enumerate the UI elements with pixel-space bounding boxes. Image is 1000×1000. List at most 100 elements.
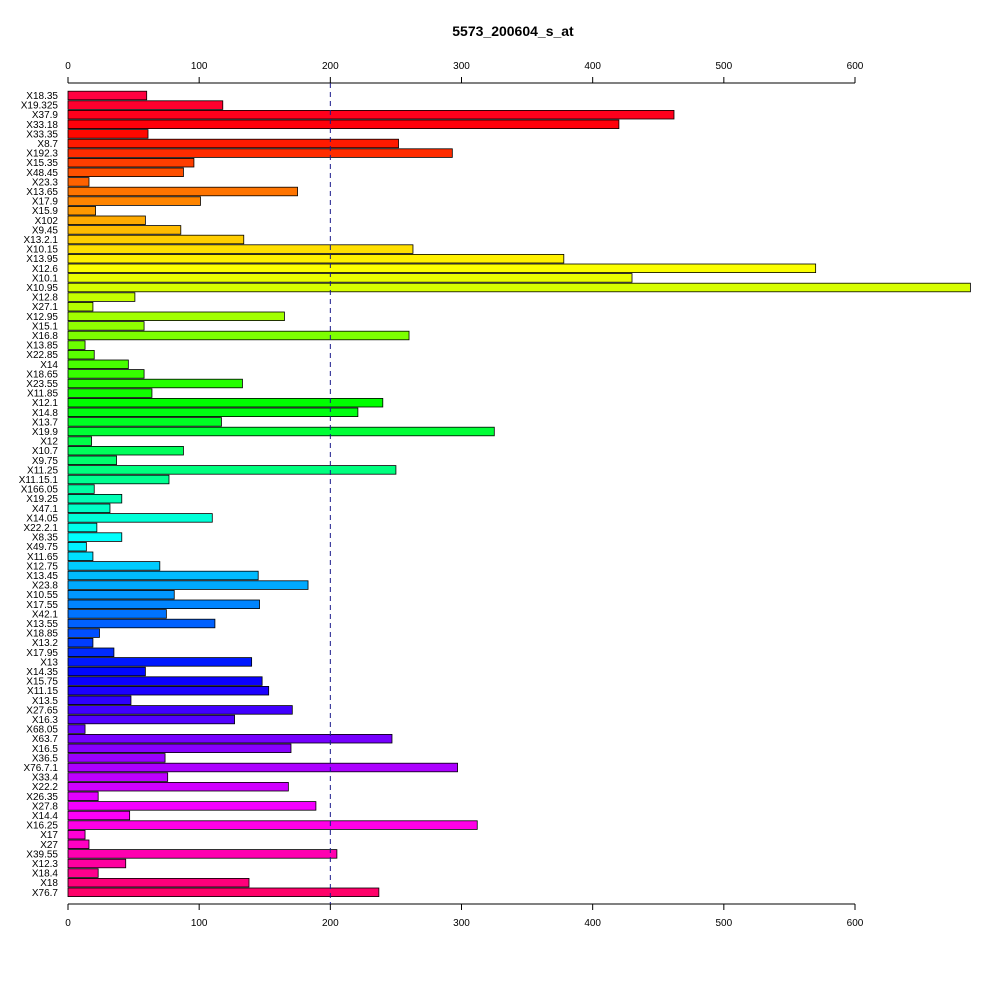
category-label: X19.9	[32, 427, 59, 438]
category-label: X14.35	[26, 667, 58, 678]
bar	[67, 647, 115, 658]
bar	[67, 417, 222, 427]
category-label: X33.4	[32, 773, 59, 784]
category-label: X47.1	[32, 504, 59, 515]
category-label: X16.5	[32, 744, 59, 755]
bar	[67, 743, 292, 754]
bar	[67, 830, 86, 840]
category-label: X17	[40, 830, 58, 841]
category-label: X27.8	[32, 801, 59, 812]
category-label: X12.3	[32, 859, 59, 870]
bars	[67, 90, 971, 898]
category-label: X26.35	[26, 792, 58, 803]
category-label: X48.45	[26, 168, 58, 179]
category-label: X49.75	[26, 542, 58, 553]
category-label: X36.5	[32, 753, 59, 764]
bar	[67, 177, 90, 187]
bar	[67, 493, 123, 504]
category-label: X11.25	[27, 465, 58, 476]
bar	[67, 119, 620, 130]
bar	[67, 561, 161, 571]
category-label: X15.35	[26, 158, 58, 169]
bar	[67, 782, 289, 792]
category-label: X102	[35, 216, 59, 227]
bar	[67, 253, 565, 264]
category-label: X16.3	[32, 715, 59, 726]
bar	[67, 686, 270, 696]
bar	[67, 638, 94, 648]
category-label: X14.8	[32, 408, 59, 419]
category-label: X13.7	[32, 417, 59, 428]
category-labels: X18.35X19.325X37.9X33.18X33.35X8.7X192.3…	[19, 91, 59, 899]
x-tick-label: 600	[847, 918, 864, 929]
bar	[67, 100, 224, 110]
bar	[67, 263, 817, 274]
bar	[67, 599, 260, 610]
bar	[67, 244, 414, 254]
x-tick-label: 500	[715, 61, 732, 72]
bar	[67, 628, 100, 638]
bar	[67, 878, 250, 888]
category-label: X14.4	[32, 811, 59, 822]
bar	[67, 186, 298, 197]
category-label: X22.85	[26, 350, 58, 361]
category-label: X18	[40, 878, 58, 889]
bar	[67, 138, 399, 149]
category-label: X13	[40, 657, 58, 668]
x-tick-label: 300	[453, 61, 470, 72]
bar	[67, 234, 245, 245]
category-label: X27.65	[26, 705, 58, 716]
category-label: X12.8	[32, 293, 59, 304]
bar	[67, 734, 393, 744]
bar	[67, 609, 167, 619]
category-label: X18.65	[26, 369, 58, 380]
bar	[67, 503, 111, 514]
x-tick-label: 0	[65, 61, 71, 72]
category-label: X13.5	[32, 696, 59, 707]
x-tick-label: 0	[65, 918, 71, 929]
bar	[67, 513, 213, 523]
category-label: X37.9	[32, 110, 59, 121]
bar	[67, 772, 169, 782]
bar	[67, 455, 117, 466]
x-tick-label: 200	[322, 61, 339, 72]
category-label: X17.55	[26, 600, 58, 611]
bar	[67, 465, 397, 475]
category-label: X14.05	[26, 513, 58, 524]
bar	[67, 205, 96, 216]
bar	[67, 436, 93, 446]
bar	[67, 724, 86, 734]
category-label: X23.3	[32, 177, 59, 188]
bar	[67, 887, 380, 898]
bar	[67, 657, 253, 667]
category-label: X11.15	[27, 686, 58, 697]
bar	[67, 522, 98, 533]
chart-title: 5573_200604_s_at	[452, 23, 574, 39]
bar	[67, 791, 99, 802]
x-tick-label: 600	[847, 61, 864, 72]
bar	[67, 868, 99, 878]
bar	[67, 820, 478, 830]
bar	[67, 407, 359, 418]
bar	[67, 273, 633, 283]
category-label: X19.25	[26, 494, 58, 505]
bar	[67, 397, 384, 408]
category-label: X14	[40, 360, 58, 371]
category-label: X13.55	[26, 619, 58, 630]
bar	[67, 148, 453, 158]
category-label: X12.95	[26, 312, 58, 323]
bar	[67, 340, 86, 350]
x-tick-label: 100	[191, 918, 208, 929]
x-tick-label: 300	[453, 918, 470, 929]
category-label: X18.85	[26, 629, 58, 640]
bar	[67, 676, 263, 686]
category-label: X9.75	[32, 456, 59, 467]
category-label: X13.2	[32, 638, 59, 649]
category-label: X22.2.1	[24, 523, 59, 534]
bar	[67, 753, 166, 763]
category-label: X12.75	[26, 561, 58, 572]
bar	[67, 810, 131, 821]
x-tick-label: 200	[322, 918, 339, 929]
axes: 0 100 200 300 400 500 600 0 100 200 300 400 500 600	[65, 61, 864, 929]
category-label: X76.7.1	[24, 763, 59, 774]
